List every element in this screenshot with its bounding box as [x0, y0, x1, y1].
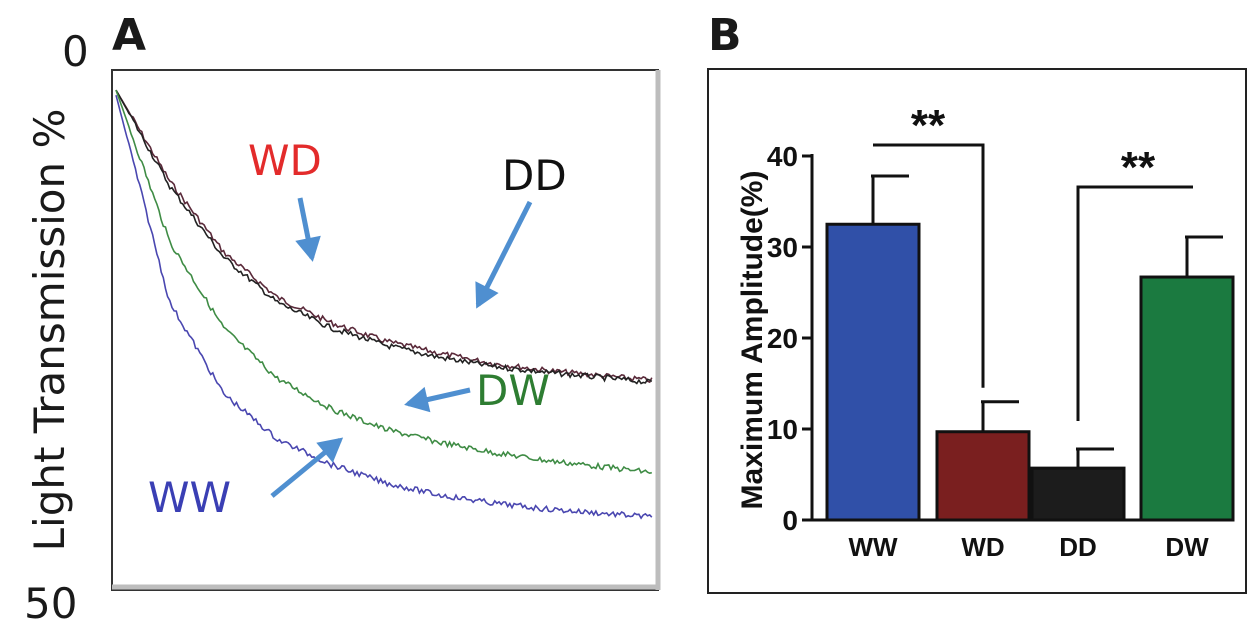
- panel-a-line-chart: Light Transmission % 0 50 WD DD DW WW: [24, 27, 661, 622]
- x-tick-label-ww: WW: [848, 532, 898, 562]
- x-tick-label-dd: DD: [1059, 532, 1097, 562]
- x-tick-label-dw: DW: [1165, 532, 1209, 562]
- significance-label: **: [911, 101, 946, 150]
- panel-b-y-axis-label: Maximum Amplitude(%): [736, 171, 769, 510]
- panel-b-y-tick-label: 30: [767, 232, 798, 263]
- panel-letter-b: B: [708, 10, 742, 61]
- series-arrowhead-dd: [475, 281, 499, 309]
- series-line-dd: [115, 89, 653, 385]
- bar-ww: [825, 222, 921, 522]
- series-label-wd: WD: [248, 136, 322, 185]
- panel-b-y-tick-label: 40: [767, 141, 798, 172]
- series-label-dw: DW: [476, 366, 550, 415]
- series-line-ww: [115, 94, 653, 520]
- significance-label: **: [1121, 143, 1156, 192]
- bar-dw: [1139, 275, 1235, 522]
- series-arrowhead-ww: [316, 437, 344, 463]
- panel-a-y-axis-label: Light Transmission %: [25, 109, 74, 552]
- series-line-dw: [115, 89, 652, 475]
- panel-a-y-tick-label: 0: [62, 27, 89, 76]
- bar-dd: [1030, 466, 1126, 522]
- panel-b-y-tick-label: 0: [782, 505, 798, 536]
- panel-letter-a: A: [112, 10, 146, 61]
- series-arrowhead-wd: [295, 235, 321, 262]
- series-arrowhead-dw: [404, 386, 431, 413]
- bar-wd: [935, 430, 1031, 522]
- panel-a-plot-frame: [111, 69, 659, 591]
- panel-b-y-tick-label: 10: [767, 414, 798, 445]
- x-tick-label-wd: WD: [961, 532, 1004, 562]
- series-label-dd: DD: [502, 151, 567, 200]
- series-label-ww: WW: [148, 473, 231, 522]
- significance-bracket: [873, 143, 985, 388]
- panel-b-y-tick-label: 20: [767, 323, 798, 354]
- panel-a-y-tick-label: 50: [24, 579, 77, 622]
- significance-bracket: [1076, 185, 1193, 422]
- series-line-wd: [115, 89, 653, 384]
